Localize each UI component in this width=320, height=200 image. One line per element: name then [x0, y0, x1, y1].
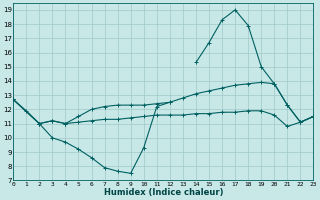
X-axis label: Humidex (Indice chaleur): Humidex (Indice chaleur) — [104, 188, 223, 197]
